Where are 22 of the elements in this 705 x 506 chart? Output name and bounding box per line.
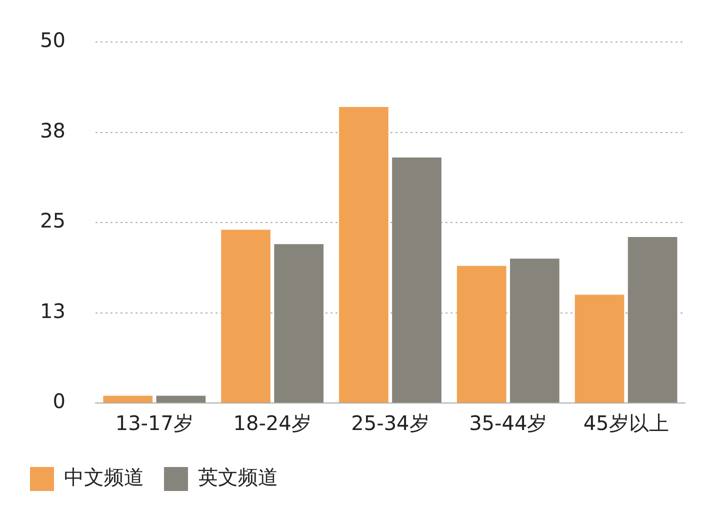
bar — [510, 258, 560, 402]
legend-label: 中文频道 — [64, 465, 144, 490]
x-tick-label: 35-44岁 — [469, 411, 548, 436]
y-tick-label: 25 — [40, 208, 66, 233]
bar — [392, 158, 442, 402]
x-tick-label: 45岁以上 — [583, 411, 669, 436]
legend-label: 英文频道 — [198, 465, 278, 490]
x-tick-label: 18-24岁 — [233, 411, 312, 436]
bar — [221, 230, 270, 402]
y-tick-label: 0 — [52, 389, 66, 414]
bar — [103, 396, 153, 402]
bar — [156, 396, 206, 402]
bar — [456, 266, 506, 402]
x-tick-label: 25-34岁 — [351, 411, 430, 436]
bar — [339, 106, 388, 402]
bar — [628, 236, 678, 402]
bar — [274, 244, 324, 402]
y-tick-label: 38 — [40, 118, 66, 142]
x-tick-label: 13-17岁 — [115, 411, 194, 436]
y-tick-label: 50 — [40, 28, 66, 52]
y-tick-label: 13 — [40, 298, 66, 323]
bar — [574, 294, 624, 402]
